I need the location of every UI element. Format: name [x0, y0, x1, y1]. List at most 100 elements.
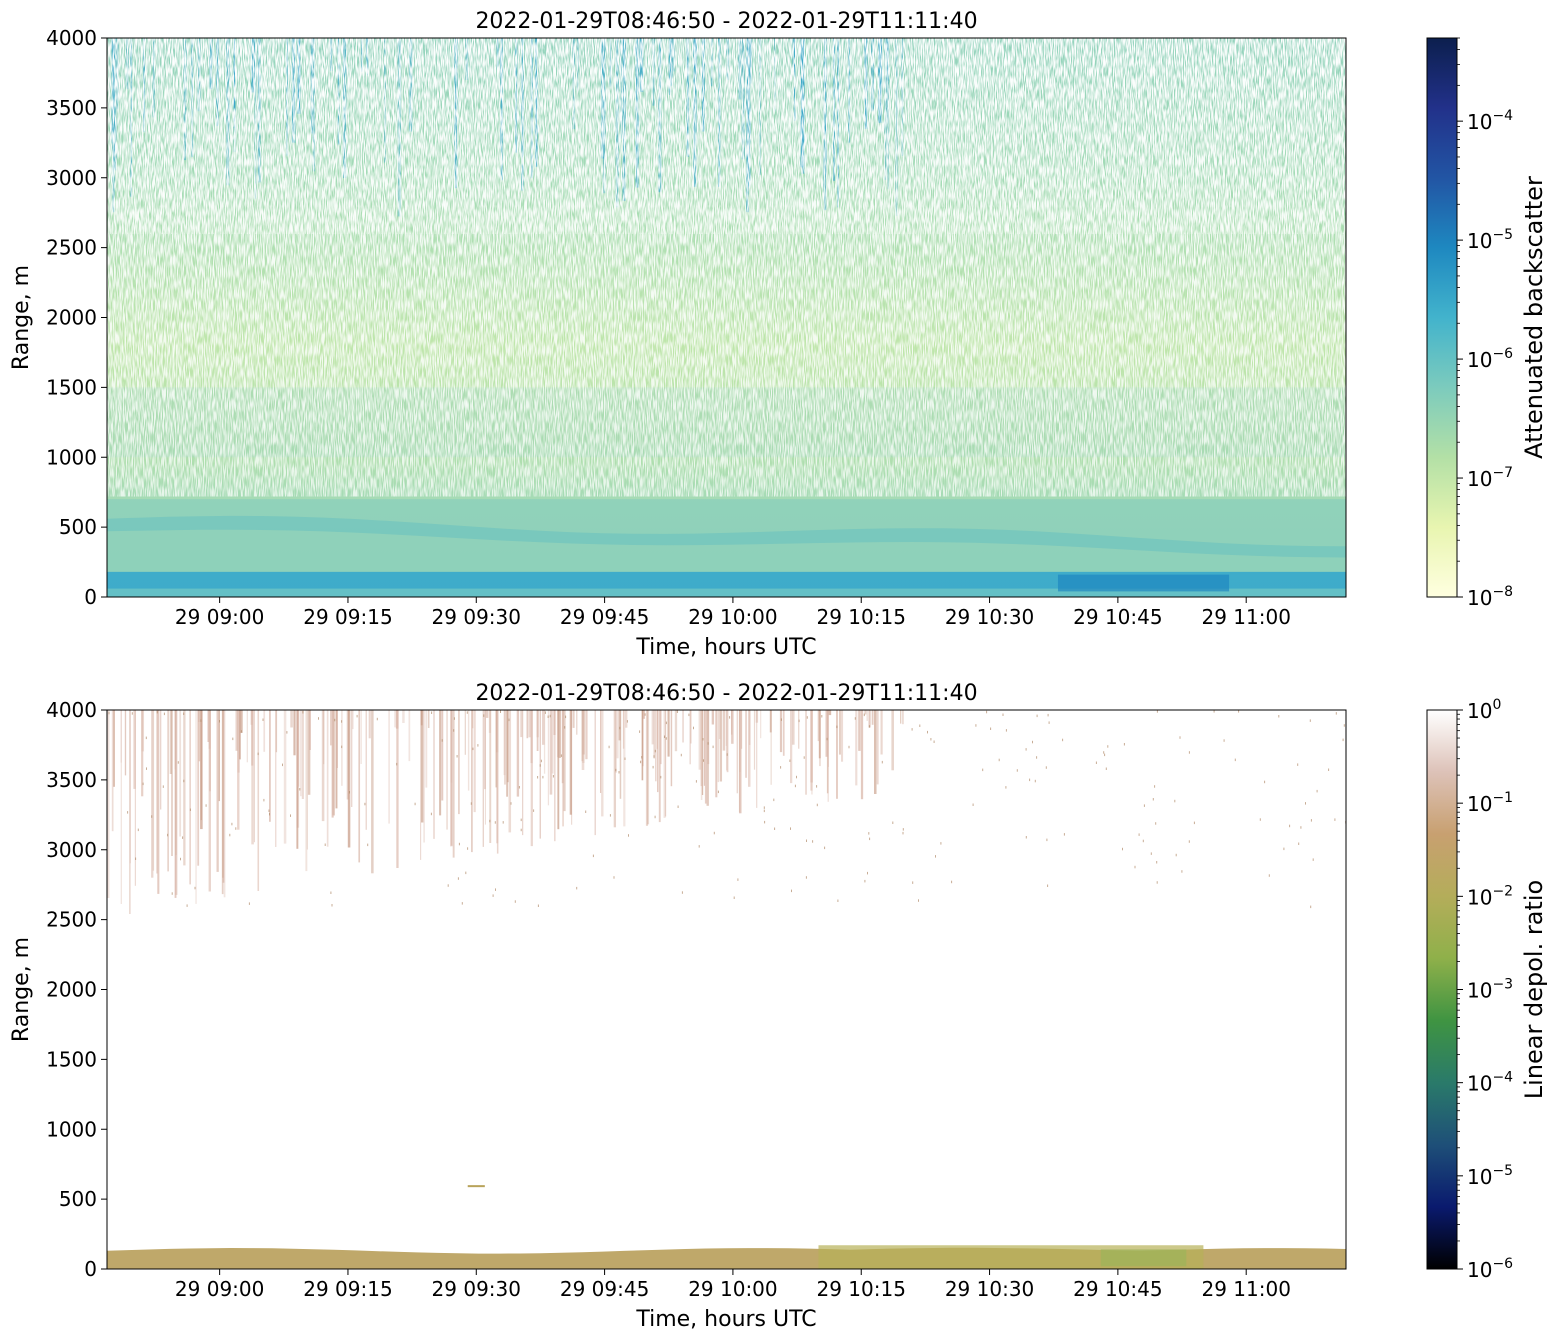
- depol-speck: [734, 897, 735, 900]
- depol-speck: [489, 820, 490, 823]
- depol-speck: [1344, 724, 1345, 727]
- cirrus-streak: [829, 710, 832, 715]
- depol-speck: [664, 736, 665, 739]
- depol-speck: [790, 827, 791, 830]
- depol-speck: [263, 719, 264, 722]
- depol-speck: [912, 728, 913, 731]
- x-tick-label: 29 11:00: [1201, 605, 1290, 629]
- cirrus-streak: [528, 710, 530, 737]
- depol-speck: [521, 829, 522, 832]
- depol-speck: [806, 876, 807, 879]
- x-tick-label: 29 09:30: [432, 605, 521, 629]
- depol-speck: [1035, 780, 1036, 783]
- cirrus-streak: [472, 710, 473, 728]
- x-tick-label: 29 09:15: [303, 605, 392, 629]
- cirrus-streak: [366, 710, 367, 830]
- cirrus-streak: [576, 710, 577, 735]
- depol-speck: [696, 780, 697, 783]
- depol-speck: [655, 750, 656, 753]
- x-tick-label: 29 11:00: [1201, 1277, 1290, 1301]
- cirrus-streak: [361, 710, 362, 764]
- cirrus-streak: [453, 710, 455, 858]
- depol-speck: [138, 829, 139, 832]
- x-axis-label: Time, hours UTC: [635, 1307, 816, 1332]
- depol-speck: [1176, 854, 1177, 857]
- depol-speck: [713, 746, 714, 749]
- depol-speck: [816, 785, 817, 788]
- cirrus-streak: [877, 710, 879, 784]
- depol-speck: [688, 714, 689, 717]
- cirrus-streak: [537, 710, 539, 751]
- depol-speck: [467, 847, 468, 850]
- cirrus-streak: [564, 710, 566, 811]
- cirrus-streak: [506, 710, 508, 797]
- depol-speck: [495, 821, 496, 824]
- cirrus-streak: [157, 710, 159, 894]
- cirrus-streak: [723, 710, 725, 751]
- x-tick-label: 29 10:00: [688, 1277, 777, 1301]
- depol-speck: [1313, 858, 1314, 861]
- depol-speck: [377, 718, 378, 721]
- cirrus-streak: [595, 710, 596, 835]
- cirrus-streak: [819, 710, 821, 758]
- depol-speck: [703, 759, 704, 762]
- depol-speck: [791, 890, 792, 893]
- depol-speck: [614, 876, 615, 879]
- cirrus-streak: [715, 710, 717, 797]
- depol-speck: [1343, 739, 1344, 742]
- depol-speck: [431, 712, 432, 715]
- cirrus-streak: [554, 710, 556, 735]
- cirrus-streak: [826, 710, 828, 757]
- cirrus-streak: [263, 710, 265, 752]
- cirrus-streak: [284, 710, 287, 844]
- depol-speck: [817, 804, 818, 807]
- y-tick-label: 2500: [46, 908, 97, 932]
- x-tick-label: 29 10:15: [817, 1277, 906, 1301]
- cirrus-streak: [900, 710, 901, 724]
- depol-speck: [918, 899, 919, 902]
- cirrus-streak: [424, 710, 425, 843]
- depol-speck: [1328, 769, 1329, 772]
- depol-speck: [132, 712, 133, 715]
- cirrus-streak: [623, 710, 624, 749]
- cirrus-streak: [189, 710, 190, 884]
- depol-speck: [999, 759, 1000, 762]
- cirrus-streak: [396, 710, 398, 868]
- depol-speck: [500, 711, 501, 714]
- y-tick-label: 3000: [46, 838, 97, 862]
- cirrus-streak: [902, 710, 904, 724]
- cirrus-streak: [240, 710, 242, 733]
- depol-speck: [453, 729, 454, 732]
- depol-speck: [178, 761, 179, 764]
- cirrus-streak: [151, 710, 153, 878]
- depol-speck: [542, 776, 543, 779]
- depol-speck: [714, 832, 715, 835]
- depol-speck: [1278, 715, 1279, 718]
- x-tick-label: 29 09:15: [303, 1277, 392, 1301]
- depol-speck: [1103, 751, 1104, 754]
- depol-speck: [263, 799, 264, 802]
- cirrus-streak: [749, 710, 751, 745]
- depol-speck: [135, 858, 136, 861]
- panel-1: 2022-01-29T08:46:50 - 2022-01-29T11:11:4…: [9, 9, 1548, 660]
- depol-speck: [789, 760, 790, 763]
- cirrus-streak: [818, 710, 819, 741]
- colorbar-label: Attenuated backscatter: [1520, 176, 1548, 459]
- depol-speck: [837, 900, 838, 903]
- cirrus-streak: [867, 710, 868, 721]
- depol-speck: [290, 814, 291, 817]
- depol-speck: [1135, 866, 1136, 869]
- x-tick-label: 29 10:45: [1073, 605, 1162, 629]
- colorbar-tick-label: 10−5: [1467, 227, 1513, 253]
- depol-speck: [349, 791, 350, 794]
- depol-speck: [678, 806, 679, 809]
- depol-speck: [1189, 840, 1190, 843]
- heatmap-area: [107, 710, 1346, 1269]
- depol-speck: [235, 827, 236, 830]
- depol-speck: [258, 753, 259, 756]
- cirrus-streak: [209, 710, 211, 892]
- depol-speck: [231, 823, 232, 826]
- depol-speck: [172, 892, 173, 895]
- cirrus-streak: [720, 710, 722, 782]
- depol-speck: [195, 887, 196, 890]
